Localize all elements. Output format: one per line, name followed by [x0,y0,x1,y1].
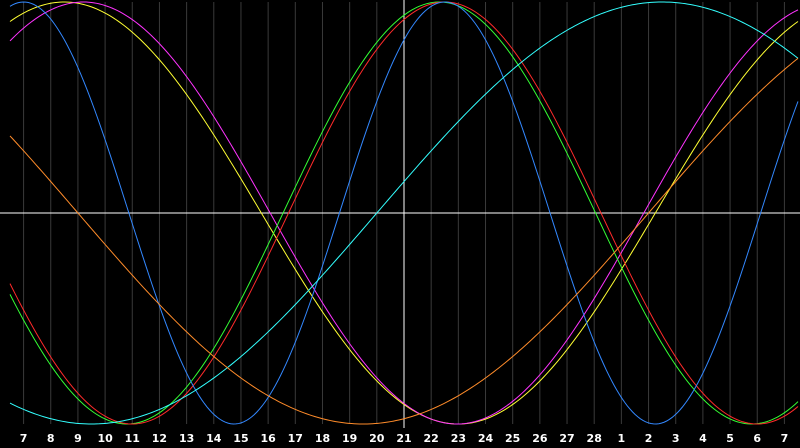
x-tick-label: 14 [206,432,222,445]
x-tick-label: 2 [645,432,653,445]
x-tick-label: 23 [451,432,466,445]
x-tick-label: 24 [478,432,494,445]
series-line-4 [9,1,799,425]
x-tick-label: 7 [20,432,28,445]
x-tick-label: 22 [424,432,439,445]
x-tick-label: 3 [672,432,680,445]
x-tick-label: 17 [288,432,303,445]
x-tick-label: 12 [152,432,167,445]
x-tick-label: 21 [396,432,411,445]
x-tick-label: 28 [587,432,602,445]
x-tick-label: 27 [559,432,574,445]
x-tick-label: 25 [505,432,520,445]
series-line-2 [9,1,799,425]
series-line-7 [9,57,799,425]
x-tick-label: 19 [342,432,357,445]
x-tick-label: 7 [781,432,789,445]
x-tick-label: 15 [233,432,248,445]
x-tick-label: 20 [369,432,385,445]
x-tick-label: 6 [753,432,761,445]
series-lines [9,1,799,425]
x-tick-label: 8 [47,432,55,445]
series-line-1 [9,1,799,425]
crosshair [0,0,800,428]
x-tick-label: 26 [532,432,548,445]
series-line-5 [9,1,799,425]
x-tick-label: 10 [97,432,113,445]
series-line-3 [9,1,799,425]
x-tick-label: 13 [179,432,194,445]
x-tick-label: 11 [125,432,140,445]
x-tick-label: 9 [74,432,82,445]
x-tick-label: 1 [618,432,626,445]
x-tick-label: 5 [726,432,734,445]
x-tick-label: 16 [260,432,276,445]
x-tick-label: 4 [699,432,707,445]
x-tick-label: 18 [315,432,330,445]
series-line-6 [9,1,799,425]
x-axis-tick-labels: 7 8 9 10 11 12 13 14 15 16 17 18 19 20 21 22 23 24 25 26 27 2… [20,432,788,445]
